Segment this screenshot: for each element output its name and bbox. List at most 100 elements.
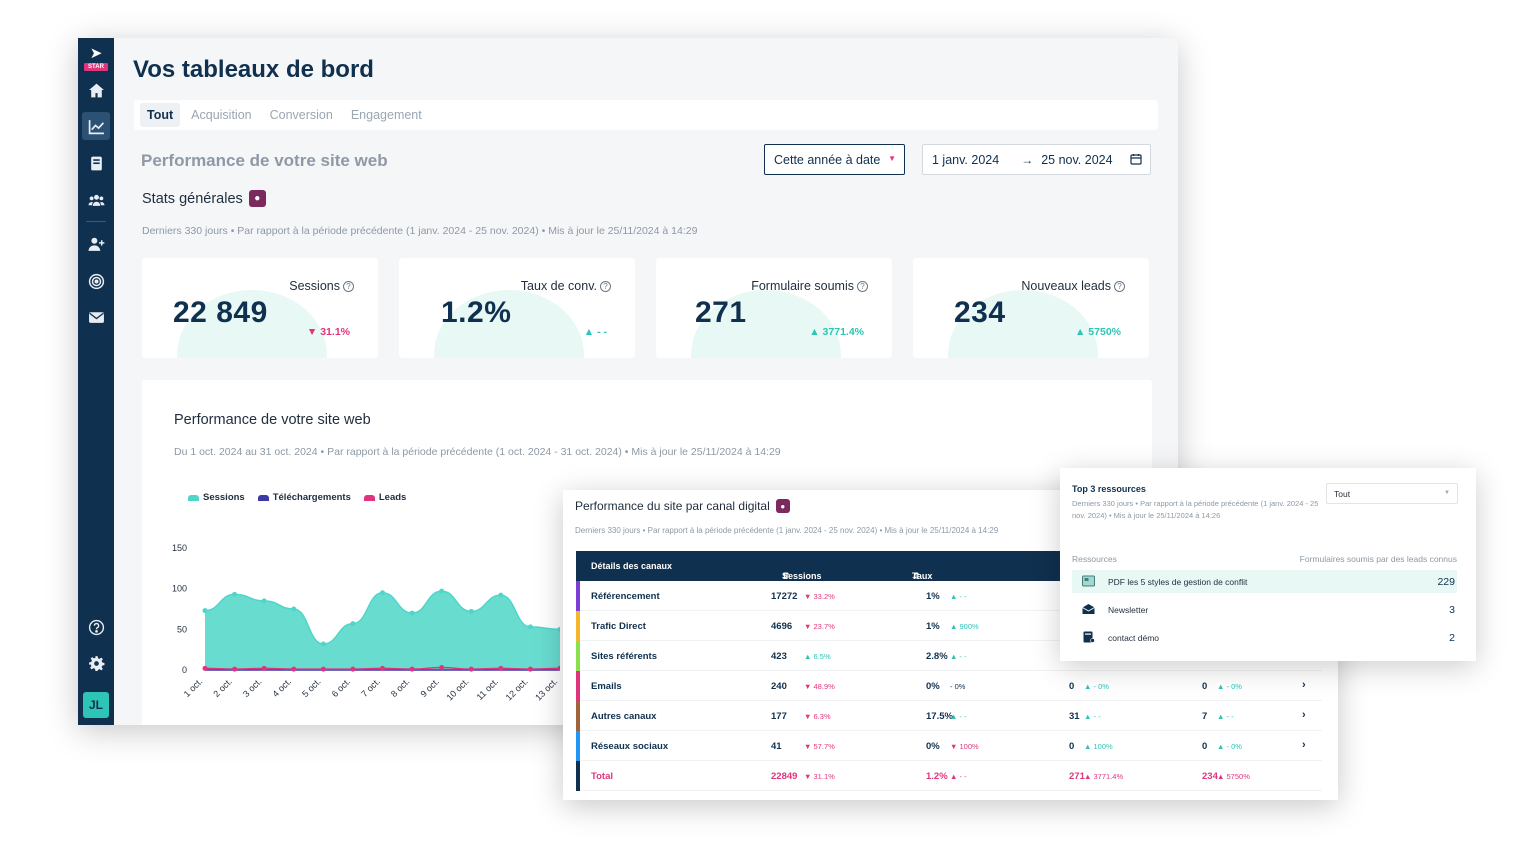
forms-value: 271 xyxy=(1069,771,1085,782)
conversion-value: 1% xyxy=(926,591,940,602)
resource-count: 229 xyxy=(1437,576,1455,588)
channels-title: Performance du site par canal digital ● xyxy=(575,499,790,513)
sessions-point xyxy=(498,592,504,598)
legend-label: Sessions xyxy=(203,492,245,503)
period-select-value: Cette année à date xyxy=(774,152,881,167)
app-logo[interactable]: ➤ STAR xyxy=(83,46,109,74)
users-icon[interactable] xyxy=(82,186,110,214)
table-row[interactable]: Réseaux sociaux 41 ▼ 57.7% 0% ▼ 100% 0 ▲ 100% 0… xyxy=(576,731,1322,761)
leads-point xyxy=(557,665,560,671)
legend-swatch xyxy=(188,494,199,501)
help-icon[interactable]: ? xyxy=(1114,280,1125,292)
chart-icon[interactable] xyxy=(82,112,110,140)
legend-leads[interactable]: Leads xyxy=(363,492,406,503)
sessions-value: 22849 xyxy=(771,771,798,782)
arrow-up-icon: ▲ xyxy=(1084,742,1094,751)
conversion-delta-text: - - xyxy=(959,652,967,661)
add-user-icon[interactable] xyxy=(82,230,110,258)
resource-row[interactable]: PDF les 5 styles de gestion de conflit 2… xyxy=(1072,570,1457,593)
arrow-up-icon: ▲ xyxy=(950,772,960,781)
arrow-up-icon: ▲ xyxy=(950,652,960,661)
arrow-down-icon: ▼ xyxy=(804,742,814,751)
resource-row[interactable]: contact démo 2 xyxy=(1072,626,1457,649)
help-icon[interactable]: ? xyxy=(857,280,868,292)
channels-meta: Derniers 330 jours • Par rapport à la pé… xyxy=(575,526,999,535)
mail-icon[interactable] xyxy=(82,303,110,331)
lightbulb-icon[interactable]: ● xyxy=(248,190,266,207)
leads-point xyxy=(468,666,474,672)
table-row[interactable]: Autres canaux 177 ▼ 6.3% 17.5% ▲ - -31 ▲ - -7… xyxy=(576,701,1322,731)
kpi-value: 1.2% xyxy=(441,296,512,329)
sessions-point xyxy=(557,626,560,632)
legend-downloads[interactable]: Téléchargements xyxy=(257,492,351,503)
sessions-point xyxy=(409,610,415,616)
tab-engagement[interactable]: Engagement xyxy=(350,108,422,122)
y-tick-label: 100 xyxy=(172,584,187,594)
user-avatar[interactable]: JL xyxy=(83,692,109,718)
help-icon[interactable] xyxy=(82,613,110,641)
tab-conversion[interactable]: Conversion xyxy=(269,108,333,122)
help-icon[interactable]: ? xyxy=(343,280,354,292)
kpi-label: Nouveaux leads? xyxy=(1021,279,1125,293)
chevron-right-icon[interactable]: › xyxy=(1302,739,1306,751)
arrow-up-icon: ▲ xyxy=(950,712,960,721)
conversion-delta-text: - - xyxy=(959,592,967,601)
table-row[interactable]: Trafic Direct 4696 ▼ 23.7% 1% ▲ 900% xyxy=(576,611,1322,641)
table-row[interactable]: Sites référents 423 ▲ 6.5% 2.8% ▲ - - xyxy=(576,641,1322,671)
table-row[interactable]: Référencement 17272 ▼ 33.2% 1% ▲ - - xyxy=(576,581,1322,611)
chevron-right-icon[interactable]: › xyxy=(1302,679,1306,691)
channel-name: Référencement xyxy=(591,591,660,602)
gear-icon[interactable] xyxy=(82,649,110,677)
chevron-right-icon[interactable]: › xyxy=(1302,709,1306,721)
help-icon[interactable]: ? xyxy=(600,280,611,292)
x-tick-label: 7 oct. xyxy=(359,676,382,699)
legend-sessions[interactable]: Sessions xyxy=(188,492,245,503)
arrow-down-icon: ▼ xyxy=(804,622,814,631)
arrow-down-icon: ▼ xyxy=(804,772,814,781)
calendar-icon[interactable] xyxy=(1130,153,1142,165)
forms-delta: ▲ 3771.4% xyxy=(1084,772,1123,781)
bird-logo-icon: ➤ xyxy=(89,45,103,62)
resources-filter-select[interactable]: Tout ▼ xyxy=(1326,483,1458,504)
sort-icon[interactable]: ⇵ xyxy=(912,571,920,581)
arrow-right-icon: → xyxy=(1021,152,1034,167)
table-body: Référencement 17272 ▼ 33.2% 1% ▲ - - Trafic D… xyxy=(576,581,1322,791)
x-tick-label: 12 oct. xyxy=(504,676,530,702)
kpi-delta: ▼ 31.1% xyxy=(306,326,350,338)
arrow-up-icon: ▲ xyxy=(950,592,960,601)
chevron-down-icon: ▼ xyxy=(1444,490,1450,496)
forms-value: 0 xyxy=(1069,681,1075,692)
resource-row[interactable]: Newsletter 3 xyxy=(1072,598,1457,621)
pdf-icon xyxy=(1082,575,1095,587)
home-icon[interactable] xyxy=(82,76,110,104)
kpi-label-text: Formulaire soumis xyxy=(751,279,854,293)
sessions-point xyxy=(202,608,208,614)
tab-acquisition[interactable]: Acquisition xyxy=(191,108,252,122)
date-from[interactable]: 1 janv. 2024 xyxy=(932,152,1000,167)
channel-color-bar xyxy=(576,671,580,701)
conversion-delta: ▲ - - xyxy=(950,712,967,721)
arrow-up-icon: ▲ xyxy=(1217,742,1227,751)
kpi-delta: ▲ - - xyxy=(583,326,607,338)
sessions-delta-text: 48.9% xyxy=(813,682,835,691)
x-tick-label: 6 oct. xyxy=(330,676,353,699)
sessions-delta: ▼ 31.1% xyxy=(804,772,835,781)
arrow-up-icon: ▲ xyxy=(1217,682,1227,691)
date-to[interactable]: 25 nov. 2024 xyxy=(1041,152,1113,167)
leads-delta: ▲ - 0% xyxy=(1217,682,1242,691)
tab-tout[interactable]: Tout xyxy=(140,103,181,127)
col-header-resources: Ressources xyxy=(1072,554,1117,564)
kpi-delta-value: 5750% xyxy=(1088,326,1121,338)
target-icon[interactable] xyxy=(82,267,110,295)
arrow-down-icon: ▼ xyxy=(804,712,814,721)
kpi-value: 234 xyxy=(954,296,1006,329)
lightbulb-icon[interactable]: ● xyxy=(775,499,790,513)
kpi-card-leads: Nouveaux leads? 234 ▲ 5750% xyxy=(913,258,1149,358)
book-icon[interactable] xyxy=(82,149,110,177)
period-select[interactable]: Cette année à date ▼ xyxy=(764,144,905,175)
section-title: Performance de votre site web xyxy=(141,151,388,170)
table-row[interactable]: Emails 240 ▼ 48.9% 0% - 0% 0 ▲ - 0% 0 ▲ - 0% › xyxy=(576,671,1322,701)
sort-icon[interactable]: ⇵ xyxy=(782,571,790,581)
date-range-picker[interactable]: 1 janv. 2024 → 25 nov. 2024 xyxy=(922,144,1151,175)
forms-delta-text: 100% xyxy=(1093,742,1113,751)
